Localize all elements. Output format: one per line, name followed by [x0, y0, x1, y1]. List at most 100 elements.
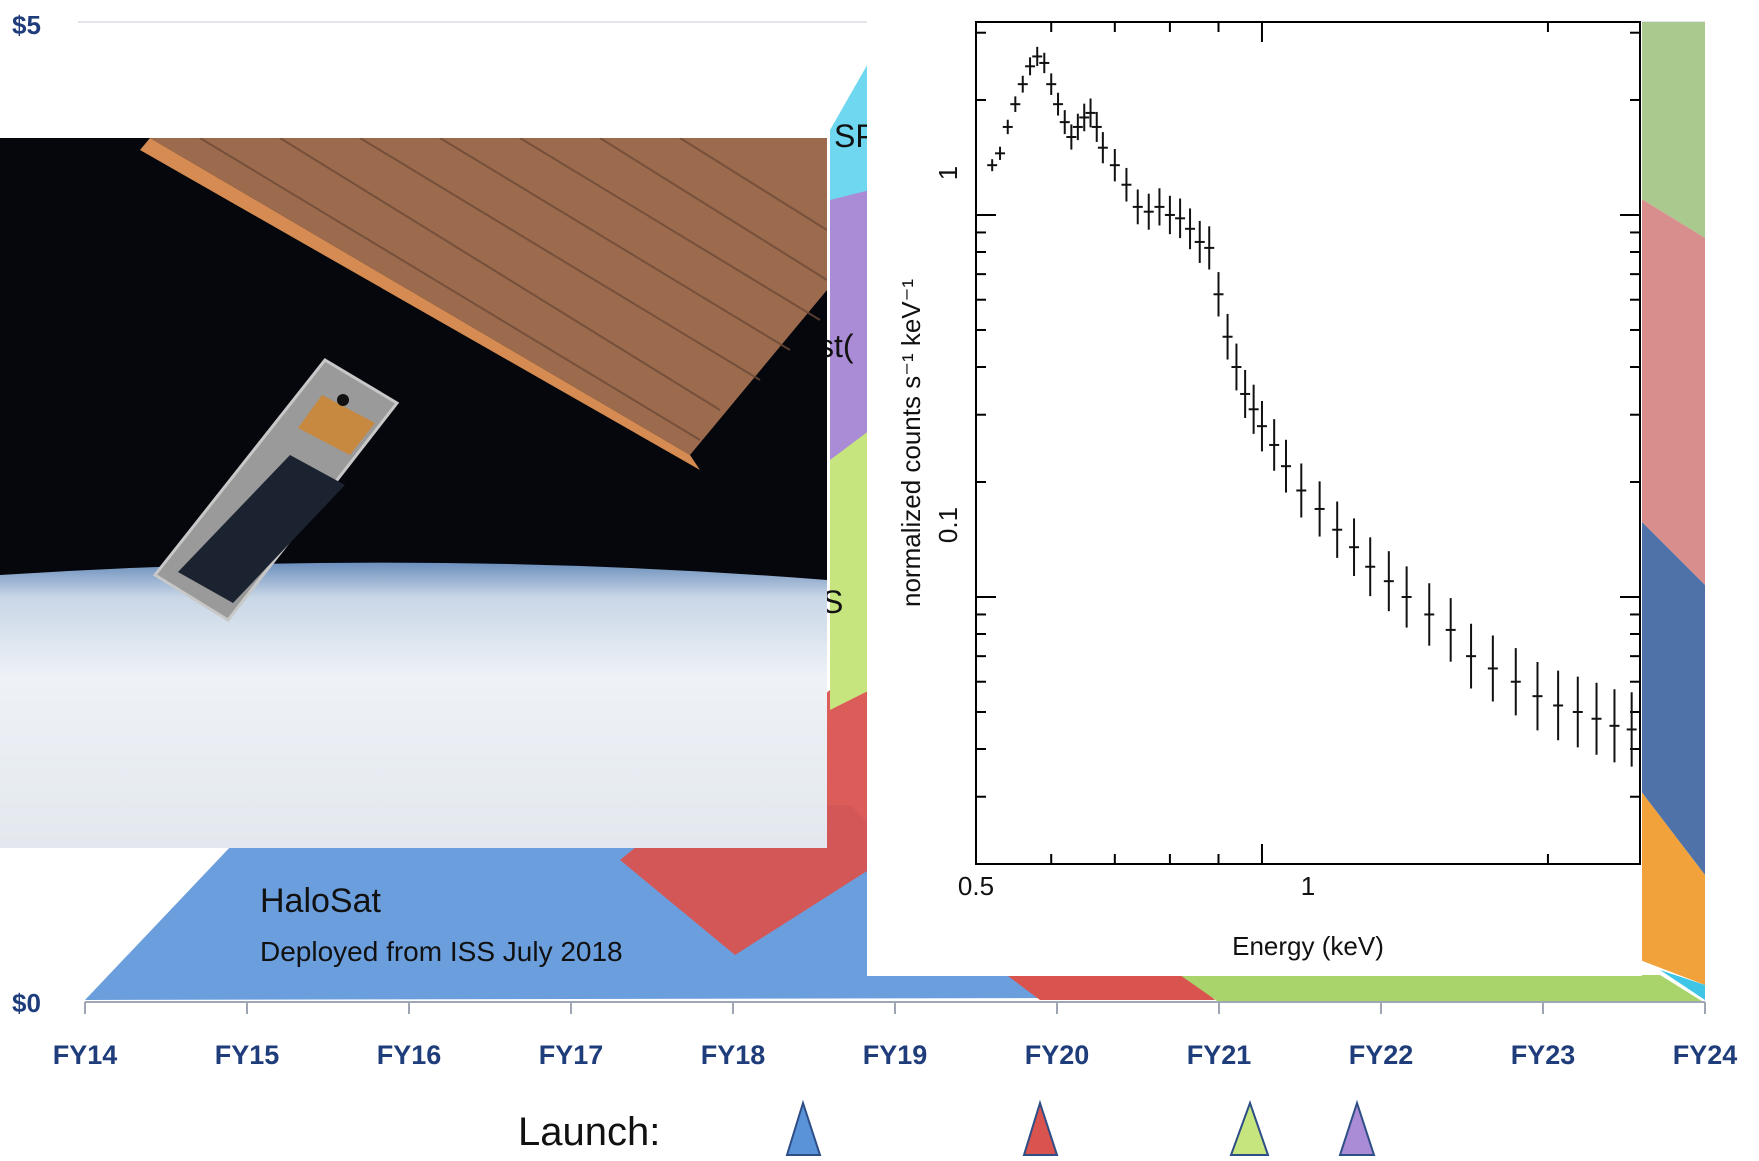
data-point	[1591, 682, 1602, 755]
y-axis-title: normalized counts s⁻¹ keV⁻¹	[896, 279, 926, 607]
data-point	[1332, 501, 1343, 558]
spectrum-panel	[867, 4, 1642, 976]
fy-labels: FY14 FY15 FY16 FY17 FY18 FY19 FY20 FY21 …	[53, 1040, 1738, 1070]
data-point	[1553, 670, 1564, 741]
data-point	[1365, 537, 1376, 597]
fy-label: FY24	[1673, 1040, 1738, 1070]
earth-horizon	[0, 562, 827, 848]
launch-label: Launch:	[518, 1110, 660, 1154]
data-point	[1025, 57, 1036, 76]
data-point	[1572, 676, 1583, 748]
data-point	[1091, 111, 1102, 142]
data-point	[1466, 623, 1477, 689]
data-point	[1085, 98, 1096, 128]
spectrum-ticks	[975, 22, 1640, 864]
data-point	[1066, 124, 1077, 150]
ytick-label-1: 1	[933, 166, 963, 180]
data-point	[1281, 439, 1292, 493]
fy-label: FY21	[1187, 1040, 1252, 1070]
data-point	[1002, 119, 1013, 135]
band-green-lower	[1180, 975, 1705, 1003]
fy-label: FY22	[1349, 1040, 1414, 1070]
data-point	[1194, 220, 1205, 263]
band-halosat	[85, 805, 1600, 1000]
fy-label: FY18	[701, 1040, 766, 1070]
fy-label: FY15	[215, 1040, 280, 1070]
data-point	[1039, 52, 1050, 74]
mission-bands	[85, 22, 1705, 1003]
budget-chart: $5 $0	[12, 10, 1738, 1156]
data-point	[1269, 419, 1280, 471]
data-point	[1204, 226, 1215, 270]
data-point	[1349, 518, 1360, 576]
data-point	[1314, 481, 1325, 537]
fy-label: FY19	[863, 1040, 928, 1070]
data-point	[1248, 384, 1259, 434]
data-point	[1256, 400, 1267, 452]
y-label-top: $5	[12, 10, 41, 40]
spectrum-chart: 0.5 1 1 0.1 Energy (keV) normalized coun…	[867, 4, 1642, 976]
data-point	[1053, 92, 1064, 116]
data-point	[1532, 661, 1543, 731]
band-slate	[1640, 520, 1705, 875]
data-point	[1445, 598, 1456, 662]
data-point	[1154, 188, 1165, 226]
ytick-label-0.1: 0.1	[933, 507, 963, 543]
launch-marker-purple	[1338, 1099, 1376, 1156]
band-rose	[1640, 198, 1705, 585]
data-point	[1240, 369, 1251, 418]
launch-markers	[785, 1099, 1376, 1156]
data-point	[1010, 96, 1021, 112]
xtick-label-0.5: 0.5	[958, 871, 994, 901]
x-ticks	[84, 1002, 1706, 1014]
cubesat-photo	[0, 138, 827, 848]
launch-marker-green	[1229, 1100, 1270, 1156]
band-orange	[1640, 790, 1705, 985]
data-point	[1296, 463, 1307, 518]
data-point	[995, 146, 1006, 160]
data-point	[1401, 566, 1412, 628]
data-point	[1072, 113, 1083, 141]
data-point	[1175, 198, 1186, 239]
data-point	[1097, 132, 1108, 164]
y-label-bottom: $0	[12, 988, 41, 1018]
fy-label: FY17	[539, 1040, 604, 1070]
data-point	[1222, 313, 1233, 360]
halosat-note: Deployed from ISS July 2018	[260, 936, 623, 967]
data-point	[1487, 635, 1498, 702]
halosat-label: HaloSat	[260, 882, 382, 920]
fy-label: FY16	[377, 1040, 442, 1070]
spectrum-points	[987, 46, 1637, 767]
data-point	[1185, 208, 1196, 250]
band-cyan	[830, 60, 870, 200]
data-point	[1626, 692, 1637, 767]
fy-label: FY20	[1025, 1040, 1090, 1070]
band-green	[830, 430, 870, 710]
data-point	[1164, 195, 1175, 235]
data-point	[1609, 689, 1620, 763]
band-purple	[830, 190, 870, 460]
solar-array	[140, 138, 827, 455]
data-point	[1213, 272, 1224, 317]
launch-marker-red	[1022, 1099, 1059, 1156]
data-point	[1046, 73, 1057, 95]
data-point	[1143, 193, 1154, 230]
band-sage	[1640, 22, 1705, 238]
data-point	[1383, 551, 1394, 612]
data-point	[1231, 343, 1242, 391]
data-point	[1079, 103, 1090, 132]
plot-frame	[975, 21, 1641, 865]
band-cyan-right	[1660, 970, 1705, 1000]
xtick-label-1: 1	[1301, 871, 1315, 901]
data-point	[1017, 75, 1028, 93]
mission-label-s: S	[822, 584, 843, 620]
launch-marker-halosat	[785, 1099, 822, 1156]
data-point	[1059, 110, 1070, 135]
x-axis-title: Energy (keV)	[1232, 931, 1384, 961]
data-point	[1424, 583, 1435, 646]
fy-label: FY14	[53, 1040, 118, 1070]
fy-label: FY23	[1511, 1040, 1576, 1070]
data-point	[1109, 148, 1120, 182]
data-point	[987, 159, 998, 172]
